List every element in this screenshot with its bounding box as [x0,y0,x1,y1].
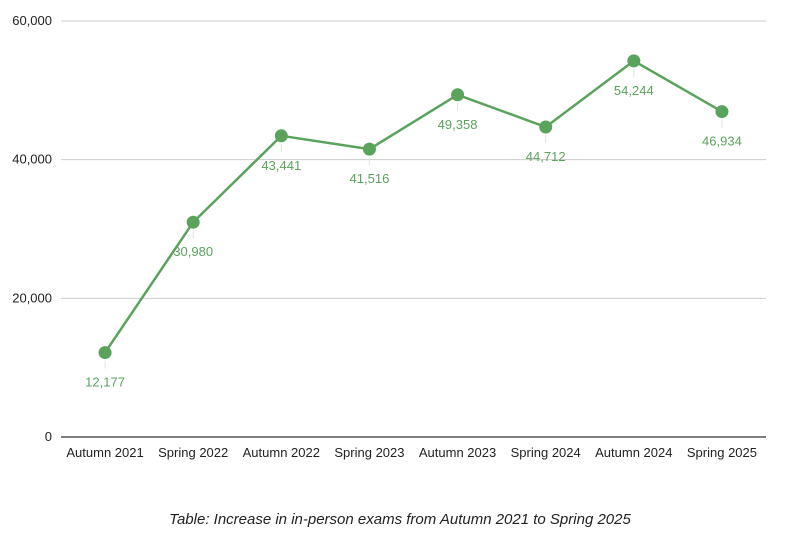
data-point [715,105,729,119]
data-label: 41,516 [350,171,390,186]
data-point [451,88,465,102]
data-point [274,129,288,143]
x-tick-label: Autumn 2023 [419,445,496,460]
data-label: 43,441 [261,158,301,173]
data-label: 49,358 [438,117,478,132]
x-tick-label: Spring 2024 [511,445,581,460]
y-tick-label: 0 [45,429,52,444]
series-line [104,59,723,354]
data-label: 46,934 [702,134,742,149]
y-tick-label: 20,000 [12,290,52,305]
x-tick-label: Spring 2022 [158,445,228,460]
x-tick-label: Spring 2023 [334,445,404,460]
y-tick-label: 40,000 [12,152,52,167]
data-label: 30,980 [173,244,213,259]
data-point [186,215,200,229]
y-tick-label: 60,000 [12,13,52,28]
data-point [627,54,641,68]
data-label: 44,712 [526,149,566,164]
x-tick-label: Autumn 2022 [243,445,320,460]
chart-caption: Table: Increase in in-person exams from … [169,511,631,528]
data-label: 54,244 [614,83,654,98]
data-point [362,142,376,156]
x-tick-label: Spring 2025 [687,445,757,460]
data-label: 12,177 [85,375,125,390]
data-point [539,120,553,134]
data-point [98,346,112,360]
x-tick-label: Autumn 2024 [595,445,672,460]
x-tick-label: Autumn 2021 [66,445,143,460]
